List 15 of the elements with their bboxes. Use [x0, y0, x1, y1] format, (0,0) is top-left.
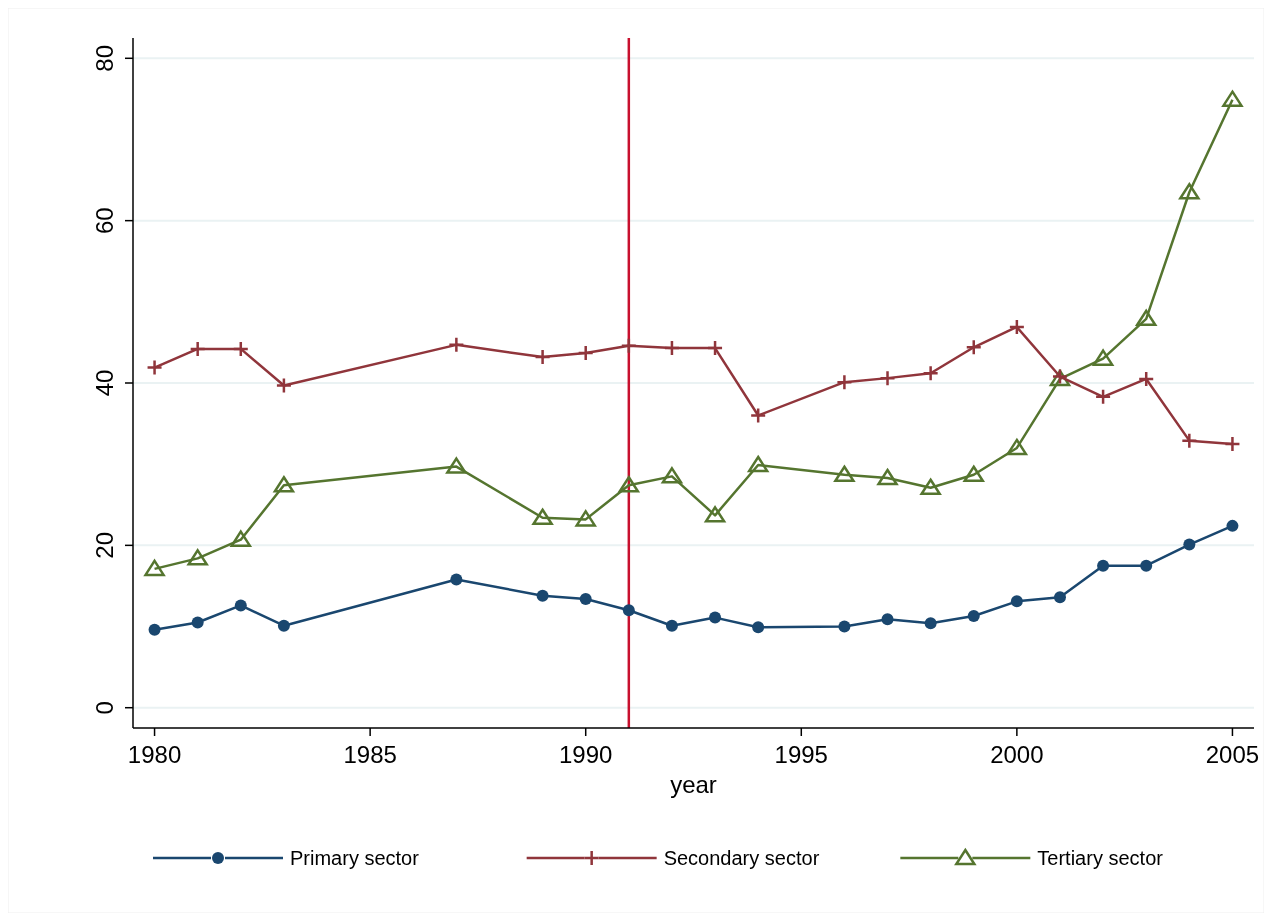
x-tick-label: 1985	[343, 741, 397, 768]
y-tick-label: 60	[91, 207, 118, 234]
y-tick-label: 0	[91, 701, 118, 715]
x-tick-label: 2000	[990, 741, 1044, 768]
y-tick-label: 40	[91, 369, 118, 397]
legend-label: Secondary sector	[663, 847, 820, 869]
x-tick-label: 1980	[127, 741, 182, 768]
x-tick-label: 1995	[774, 741, 828, 768]
y-tick-label: 20	[91, 532, 118, 559]
legend-label: Primary sector	[290, 847, 420, 869]
x-axis-title: year	[670, 771, 717, 798]
legend-label: Tertiary sector	[1037, 847, 1164, 869]
y-tick-label: 80	[91, 44, 118, 72]
x-tick-label: 2005	[1205, 741, 1260, 768]
x-tick-label: 1990	[559, 741, 613, 768]
